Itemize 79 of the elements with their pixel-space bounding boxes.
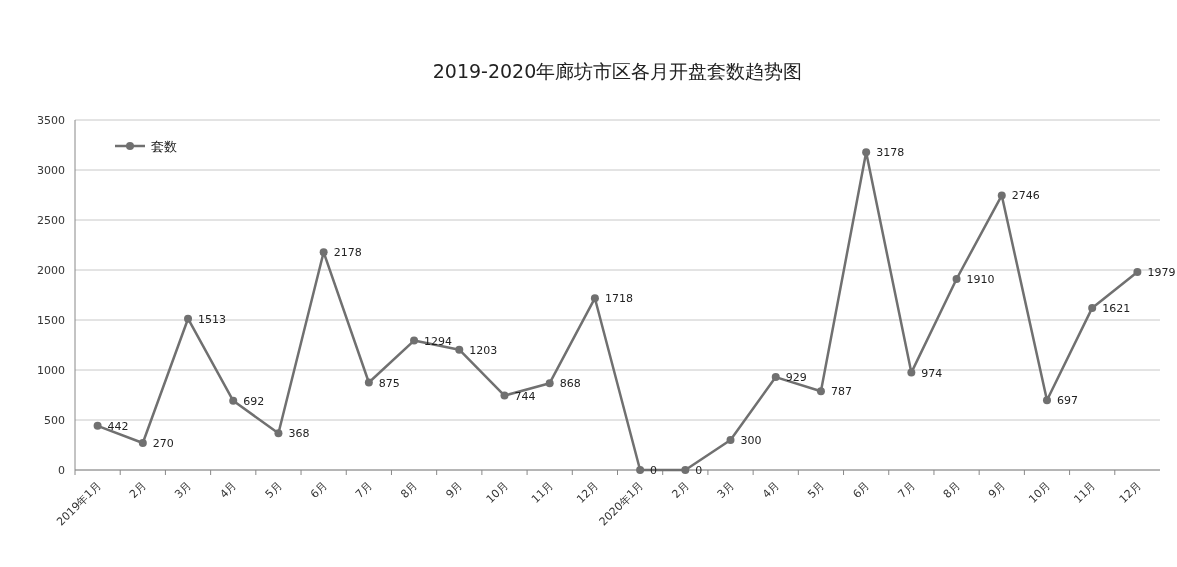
x-tick-label: 4月 <box>217 478 240 501</box>
x-tick-label: 2月 <box>669 478 692 501</box>
data-label: 744 <box>514 389 536 403</box>
data-label: 442 <box>107 419 129 433</box>
data-label: 368 <box>288 427 310 441</box>
x-tick-label: 8月 <box>940 478 963 501</box>
x-tick-label: 10月 <box>483 478 511 506</box>
x-tick-label: 7月 <box>353 478 375 501</box>
point <box>816 387 825 396</box>
point <box>997 191 1006 200</box>
x-tick-label: 9月 <box>443 478 466 501</box>
point <box>952 275 961 283</box>
x-tick-label: 3月 <box>714 478 737 501</box>
data-label: 1718 <box>604 292 633 306</box>
point <box>907 368 916 377</box>
data-label: 1621 <box>1102 301 1131 315</box>
x-tick-label: 7月 <box>895 478 918 501</box>
data-label: 692 <box>243 394 265 408</box>
point <box>184 314 193 323</box>
point <box>500 391 509 400</box>
point <box>726 436 735 444</box>
chart-title: 2019-2020年廊坊市区各月开盘套数趋势图 <box>432 60 803 82</box>
point <box>636 466 645 474</box>
data-label: 300 <box>740 434 762 447</box>
data-label: 868 <box>559 377 581 391</box>
point <box>590 294 599 303</box>
y-tick-label: 1000 <box>37 364 65 377</box>
data-label: 929 <box>785 371 807 385</box>
point <box>93 421 102 430</box>
point <box>1088 303 1097 312</box>
x-tick-label: 8月 <box>398 478 421 501</box>
x-tick-label: 10月 <box>1026 478 1054 506</box>
x-tick-label: 5月 <box>805 478 828 501</box>
x-tick-label: 11月 <box>1071 478 1099 506</box>
point <box>274 429 283 438</box>
point <box>545 379 554 388</box>
y-tick-label: 500 <box>44 414 65 427</box>
data-label: 2746 <box>1011 189 1040 203</box>
data-label: 697 <box>1056 394 1078 408</box>
point <box>138 439 147 447</box>
point <box>319 248 328 257</box>
y-tick-label: 2000 <box>37 264 65 277</box>
point <box>364 378 373 387</box>
data-label: 875 <box>378 376 400 390</box>
data-label: 2178 <box>333 246 362 260</box>
point <box>229 396 238 405</box>
y-tick-label: 0 <box>58 464 65 477</box>
data-label: 1513 <box>198 312 227 326</box>
data-label: 1910 <box>966 273 995 286</box>
x-tick-label: 12月 <box>574 478 602 506</box>
x-tick-label: 4月 <box>759 478 782 501</box>
data-label: 1294 <box>424 334 453 348</box>
point <box>862 148 871 157</box>
point <box>1133 268 1142 277</box>
data-label: 0 <box>695 464 703 477</box>
x-tick-label: 2月 <box>127 478 149 501</box>
y-tick-label: 3500 <box>37 114 65 127</box>
data-label: 3178 <box>876 146 905 160</box>
point <box>410 336 419 345</box>
data-label: 270 <box>152 437 174 450</box>
point <box>455 345 464 354</box>
point <box>681 466 690 474</box>
data-label: 787 <box>830 385 852 399</box>
y-tick-label: 2500 <box>37 214 65 227</box>
x-tick-label: 11月 <box>528 478 556 506</box>
x-tick-label: 9月 <box>985 478 1008 501</box>
y-tick-label: 3000 <box>37 164 65 177</box>
x-tick-label: 6月 <box>307 478 330 501</box>
data-label: 1203 <box>469 343 498 357</box>
legend-label: 套数 <box>151 139 177 154</box>
point <box>1042 396 1051 405</box>
x-tick-label: 12月 <box>1116 478 1144 506</box>
x-tick-label: 6月 <box>850 478 873 501</box>
x-tick-label: 5月 <box>262 478 285 501</box>
x-tick-label: 3月 <box>172 478 195 501</box>
y-tick-label: 1500 <box>37 314 65 327</box>
data-label: 1979 <box>1147 266 1176 280</box>
point <box>771 373 780 382</box>
data-label: 974 <box>921 366 943 380</box>
